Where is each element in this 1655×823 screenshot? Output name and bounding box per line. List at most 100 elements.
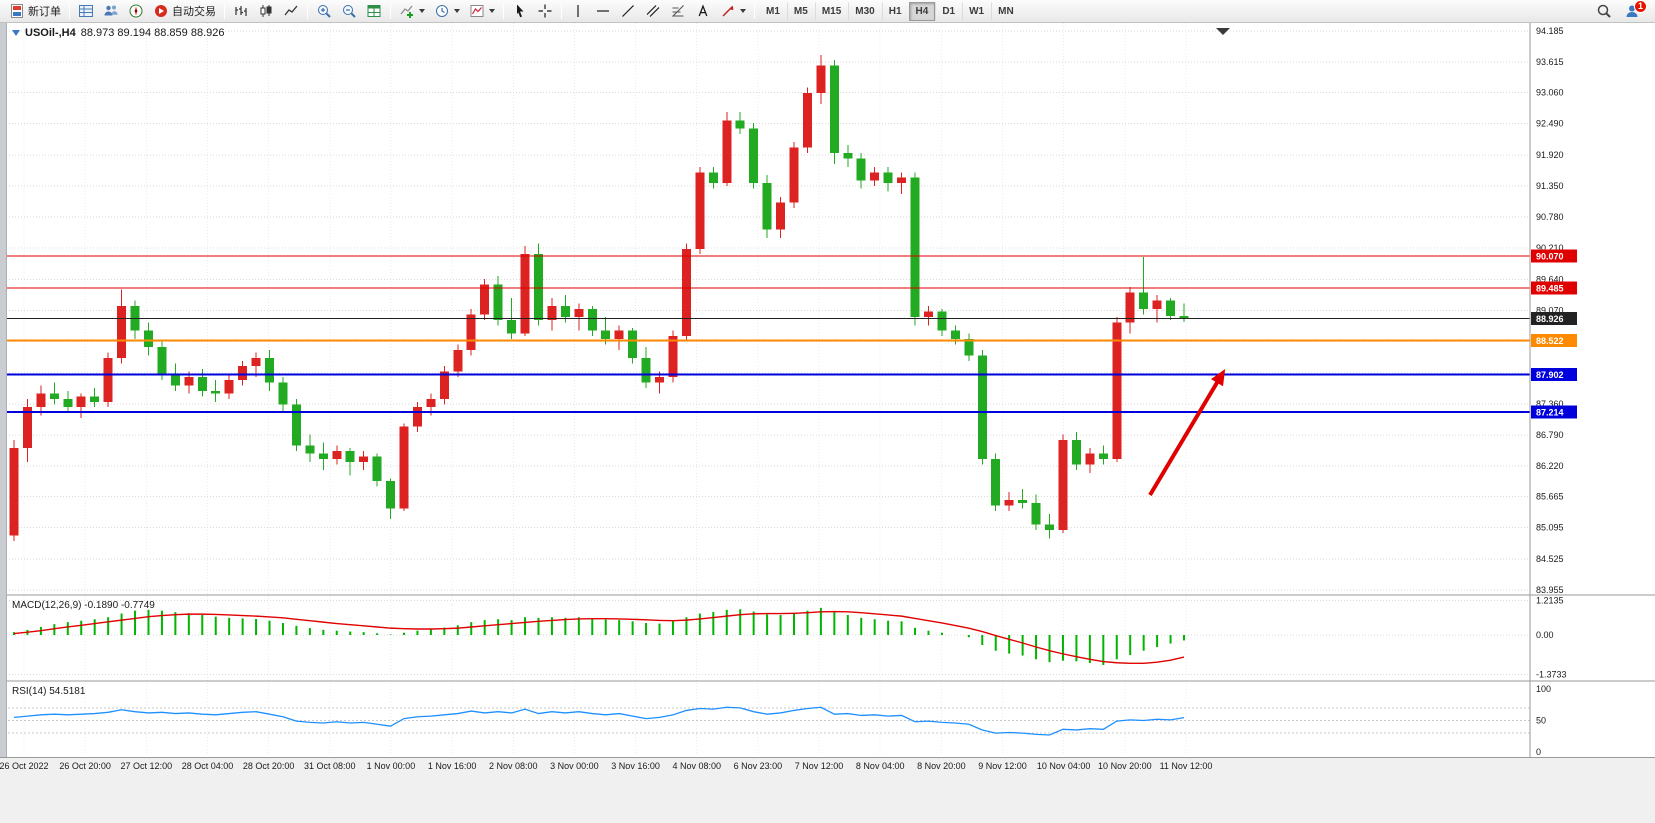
cursor-icon [517, 4, 524, 18]
chart-canvas[interactable]: 94.185 93.615 93.060 92.490 91.920 91.350 90.7… [0, 23, 1655, 757]
candle-body [937, 311, 947, 331]
line-chart-icon [284, 5, 298, 16]
timeframe-button-m5[interactable]: M5 [786, 1, 815, 21]
price-axis-label: 90.780 [1536, 212, 1564, 222]
price-axis-label: 84.525 [1536, 554, 1564, 564]
market-watch-icon [79, 5, 93, 17]
candle-body [776, 202, 786, 230]
line-chart-button[interactable] [279, 1, 303, 21]
trend-arrow-annotation[interactable] [1148, 368, 1226, 497]
template-button[interactable] [465, 1, 499, 21]
candle-body [802, 93, 812, 148]
timeframe-group: M1 M5 M15 M30 H1 H4 D1 W1 MN [759, 1, 1021, 21]
data-window-button[interactable] [99, 1, 123, 21]
toolbar: 新订单 自动交易 [0, 0, 1655, 23]
timeframe-button-w1[interactable]: W1 [962, 1, 991, 21]
rsi-axis-label: 50 [1536, 716, 1546, 726]
candle-body [695, 172, 705, 249]
navigator-button[interactable] [124, 1, 148, 21]
chevron-down-icon [454, 9, 460, 13]
candle-body [439, 371, 449, 400]
price-axis-label: 93.060 [1536, 87, 1564, 97]
bar-chart-button[interactable] [229, 1, 253, 21]
timeframe-button-m15[interactable]: M15 [814, 1, 848, 21]
zoom-out-button[interactable] [337, 1, 361, 21]
candle-body [533, 254, 543, 320]
channel-tool-button[interactable] [641, 1, 665, 21]
text-tool-button[interactable] [691, 1, 715, 21]
timeframe-button-m30[interactable]: M30 [848, 1, 881, 21]
zoom-in-icon [318, 5, 331, 18]
candle-body [1058, 440, 1068, 531]
candle-body [278, 382, 288, 405]
chart-shift-marker[interactable] [1216, 28, 1230, 35]
candle-body [977, 355, 987, 460]
candle-body [1152, 300, 1162, 309]
timeframe-button-h4[interactable]: H4 [908, 1, 936, 21]
candle-body [291, 404, 301, 446]
trendline-tool-button[interactable] [616, 1, 640, 21]
candle-body [103, 358, 113, 402]
timeframe-button-m1[interactable]: M1 [766, 5, 780, 17]
time-axis[interactable]: 26 Oct 2022 26 Oct 20:00 27 Oct 12:00 28 Oc… [0, 757, 1655, 773]
candle-body [9, 448, 19, 536]
grid [0, 23, 1530, 755]
periods-button[interactable] [430, 1, 464, 21]
timeframe-button-mn[interactable]: MN [991, 1, 1021, 21]
time-axis-label: 1 Nov 16:00 [427, 761, 477, 771]
horizontal-line-tool-button[interactable] [591, 1, 615, 21]
search-button[interactable] [1592, 1, 1616, 21]
arrows-tool-button[interactable] [716, 1, 750, 21]
time-axis-label: 7 Nov 12:00 [794, 761, 844, 771]
add-indicator-button[interactable] [395, 1, 429, 21]
community-icon [1626, 5, 1638, 17]
tile-windows-button[interactable] [362, 1, 386, 21]
data-window-icon [104, 5, 118, 16]
candle-body [345, 450, 355, 462]
timeframe-button-h1[interactable]: H1 [881, 1, 909, 21]
candle-body [412, 407, 422, 427]
one-click-trading-icon[interactable] [12, 30, 20, 36]
toolbar-right-group: 1 [1592, 0, 1650, 21]
chevron-down-icon [419, 9, 425, 13]
timeframe-button-d1[interactable]: D1 [935, 1, 962, 21]
time-axis-label: 28 Oct 04:00 [181, 761, 234, 771]
chart-title: USOil-,H4 88.973 89.194 88.859 88.926 [12, 27, 224, 39]
macd-axis-label: 0.00 [1536, 630, 1554, 640]
cursor-tool-button[interactable] [508, 1, 532, 21]
candle-body [332, 450, 342, 460]
new-order-button[interactable]: 新订单 [5, 1, 65, 21]
candle-body [453, 349, 463, 372]
candle-body [547, 306, 557, 320]
market-watch-button[interactable] [74, 1, 98, 21]
candle-body [991, 459, 1001, 506]
macd-panel-label: MACD(12,26,9) -0.1890 -0.7749 [12, 600, 155, 611]
fibonacci-tool-button[interactable] [666, 1, 690, 21]
price-tag-label: 88.926 [1536, 314, 1564, 324]
candle-body [601, 330, 611, 339]
crosshair-tool-button[interactable] [533, 1, 557, 21]
chart-title-symbol: USOil-,H4 [25, 27, 76, 39]
candle-body [816, 65, 826, 94]
price-axis-label: 89.070 [1536, 306, 1564, 316]
candle-body [265, 358, 275, 383]
candle-body [399, 426, 409, 509]
candle-body [856, 158, 866, 181]
price-axis[interactable]: 94.185 93.615 93.060 92.490 91.920 91.350 90.7… [1536, 26, 1567, 757]
toolbar-separator [754, 3, 755, 19]
vertical-line-tool-button[interactable] [566, 1, 590, 21]
auto-trading-button[interactable]: 自动交易 [149, 1, 220, 21]
price-axis-label: 83.955 [1536, 585, 1564, 595]
candle-body [1179, 315, 1189, 319]
price-lines[interactable]: 90.070 89.485 88.926 88.522 87.902 87.214 [0, 249, 1577, 419]
price-axis-label: 89.640 [1536, 274, 1564, 284]
candlestick-icon [260, 5, 272, 17]
candlestick-chart-button[interactable] [254, 1, 278, 21]
zoom-in-button[interactable] [312, 1, 336, 21]
time-axis-label: 10 Nov 20:00 [1098, 761, 1152, 771]
price-axis-label: 90.210 [1536, 243, 1564, 253]
price-tag-label: 90.070 [1536, 251, 1564, 261]
price-axis-label: 94.185 [1536, 26, 1564, 36]
time-axis-label: 27 Oct 12:00 [120, 761, 173, 771]
community-button[interactable]: 1 [1620, 0, 1647, 21]
